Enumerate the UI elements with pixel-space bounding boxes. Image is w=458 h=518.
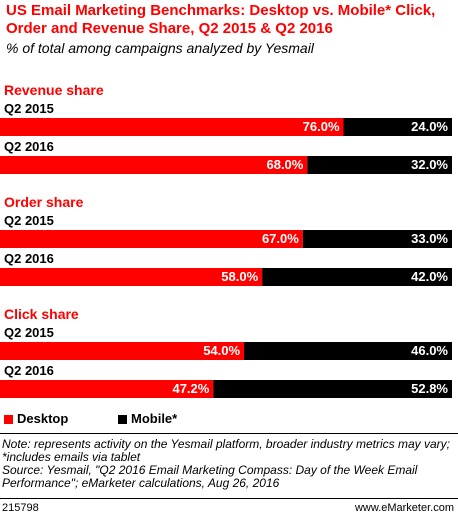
group-label: Revenue share xyxy=(4,82,104,98)
legend-label-desktop: Desktop xyxy=(17,411,69,426)
data-label-mobile: 32.0% xyxy=(411,157,448,172)
bar-desktop xyxy=(0,156,308,174)
row-label: Q2 2016 xyxy=(4,139,54,154)
data-label-desktop: 54.0% xyxy=(203,343,240,358)
legend-item-mobile: Mobile* xyxy=(118,412,177,426)
group-label: Order share xyxy=(4,194,84,210)
row-label: Q2 2016 xyxy=(4,251,54,266)
bar-mobile xyxy=(244,342,452,360)
chart-title: US Email Marketing Benchmarks: Desktop v… xyxy=(6,2,436,37)
notes-text: Note: represents activity on the Yesmail… xyxy=(2,437,450,490)
data-label-mobile: 24.0% xyxy=(411,119,448,134)
legend-item-desktop: Desktop xyxy=(4,412,68,426)
bar-mobile xyxy=(213,380,452,398)
bar-mobile xyxy=(343,118,452,136)
row-label: Q2 2016 xyxy=(4,363,54,378)
bar-desktop xyxy=(0,380,214,398)
bar-desktop xyxy=(0,230,303,248)
group-label: Click share xyxy=(4,306,79,322)
data-label-desktop: 67.0% xyxy=(262,231,299,246)
stacked-bar-chart: Revenue share Q2 2015 76.0% 24.0% Q2 2016 68.… xyxy=(0,82,452,398)
bar-desktop xyxy=(0,118,344,136)
data-label-desktop: 76.0% xyxy=(303,119,340,134)
chart-subtitle: % of total among campaigns analyzed by Y… xyxy=(6,40,314,56)
legend-label-mobile: Mobile* xyxy=(131,411,178,426)
bar-mobile xyxy=(262,268,452,286)
site-link[interactable]: www.eMarketer.com xyxy=(354,502,454,514)
data-label-mobile: 52.8% xyxy=(411,381,448,396)
data-label-desktop: 47.2% xyxy=(172,381,209,396)
row-label: Q2 2015 xyxy=(4,213,54,228)
row-label: Q2 2015 xyxy=(4,325,54,340)
bar-desktop xyxy=(0,342,245,360)
bar-mobile xyxy=(302,230,452,248)
data-label-desktop: 58.0% xyxy=(221,269,258,284)
notes-divider xyxy=(0,433,458,434)
footer-divider xyxy=(0,498,458,499)
row-label: Q2 2015 xyxy=(4,101,54,116)
legend-swatch-desktop xyxy=(4,414,13,424)
data-label-mobile: 46.0% xyxy=(411,343,448,358)
data-label-mobile: 33.0% xyxy=(411,231,448,246)
chart-id: 215798 xyxy=(2,502,39,514)
bar-mobile xyxy=(307,156,452,174)
chart-notes: Note: represents activity on the Yesmail… xyxy=(2,438,456,490)
legend-swatch-mobile xyxy=(118,414,127,424)
data-label-desktop: 68.0% xyxy=(266,157,303,172)
bar-desktop xyxy=(0,268,263,286)
data-label-mobile: 42.0% xyxy=(411,269,448,284)
